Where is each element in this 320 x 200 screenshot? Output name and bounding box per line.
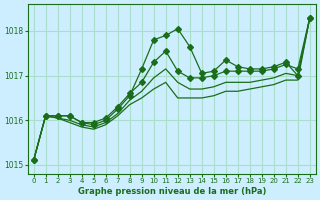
X-axis label: Graphe pression niveau de la mer (hPa): Graphe pression niveau de la mer (hPa): [77, 187, 266, 196]
